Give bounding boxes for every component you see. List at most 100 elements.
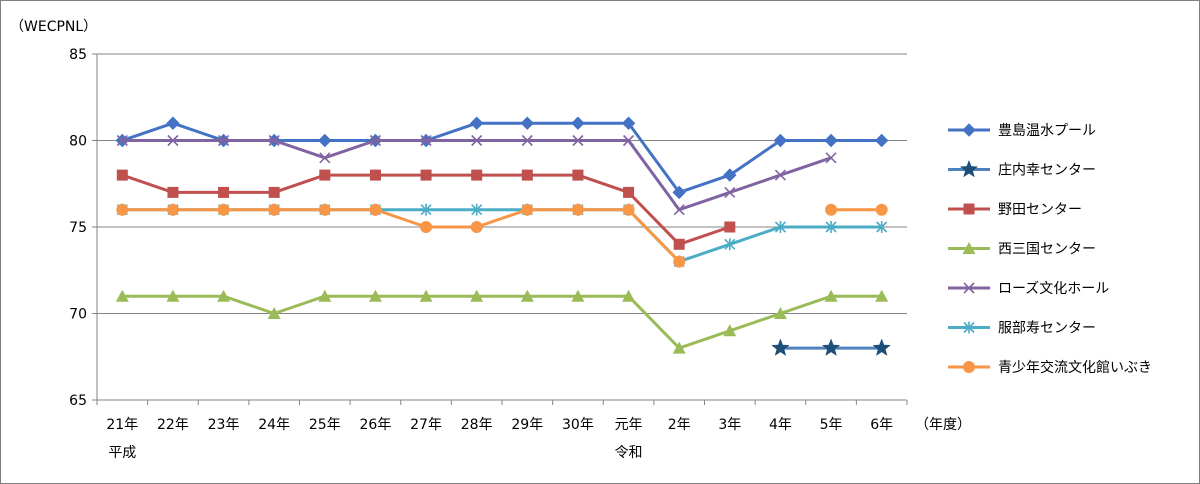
x-tick-label: 3年 <box>718 417 741 433</box>
x-tick-labels: 21年 22年 23年 24年 25年 26年 27年 28年 29年 30年 元年 2年 3年 4年 5年… <box>106 417 893 461</box>
data-point <box>825 221 837 233</box>
y-tick-label: 65 <box>69 393 87 409</box>
legend-item-6: 青少年交流文化館いぶき <box>948 359 1152 376</box>
legend-swatch-marker <box>963 321 975 334</box>
series-3 <box>115 289 889 354</box>
series-1 <box>771 338 891 356</box>
data-point <box>369 169 381 181</box>
data-point <box>673 204 685 216</box>
data-point <box>723 324 737 337</box>
x-tick-label: 22年 <box>157 417 189 433</box>
data-point <box>621 116 636 130</box>
legend-swatch-marker <box>963 203 975 215</box>
y-tick-label: 75 <box>69 220 87 236</box>
data-point <box>318 203 331 216</box>
data-point <box>167 134 179 147</box>
data-point <box>115 289 129 302</box>
data-point <box>369 134 382 147</box>
data-point <box>420 203 432 216</box>
data-point <box>672 341 686 354</box>
data-point <box>116 134 128 147</box>
data-point <box>520 116 535 130</box>
data-point <box>622 203 635 216</box>
data-point <box>318 133 332 148</box>
data-point <box>521 203 534 216</box>
legend-item-0: 豊島温水プール <box>948 123 1096 139</box>
data-point <box>875 203 888 216</box>
data-point <box>167 186 179 198</box>
data-point <box>825 152 837 164</box>
grid-lines <box>97 53 907 314</box>
legend-label: 野田センター <box>998 202 1082 218</box>
legend-swatch-marker <box>963 282 975 294</box>
y-tick-label: 70 <box>69 307 87 323</box>
series-0 <box>115 116 889 200</box>
data-point <box>622 289 636 302</box>
era-label: 令和 <box>615 445 643 461</box>
data-point <box>268 134 280 147</box>
axes <box>92 53 908 405</box>
legend-item-4: ローズ文化ホール <box>948 281 1109 297</box>
data-point <box>821 338 841 356</box>
data-point <box>116 169 128 181</box>
data-point <box>318 289 332 302</box>
x-tick-label: 29年 <box>511 417 543 433</box>
data-point <box>166 289 180 302</box>
x-tick-label: 4年 <box>769 417 792 433</box>
data-point <box>471 134 483 147</box>
data-point <box>623 186 635 198</box>
y-tick-labels: 65 70 75 80 85 <box>69 47 87 409</box>
data-point <box>319 152 331 164</box>
data-point <box>217 203 230 216</box>
x-tick-label: 6年 <box>870 417 893 433</box>
data-point <box>824 289 838 302</box>
data-point <box>217 134 230 147</box>
data-point <box>520 289 534 302</box>
data-point <box>872 338 891 356</box>
data-point <box>471 203 483 216</box>
data-point <box>521 169 533 181</box>
data-point <box>571 116 585 130</box>
data-point <box>166 203 179 216</box>
data-point <box>572 169 584 181</box>
x-tick-label: 元年 <box>615 417 643 433</box>
series-6 <box>116 203 888 268</box>
data-point <box>771 338 790 356</box>
data-point <box>875 289 889 302</box>
x-tick-label: 27年 <box>410 417 442 433</box>
legend-label: 庄内幸センター <box>998 162 1096 179</box>
data-point <box>572 134 584 147</box>
legend-swatch-marker <box>962 123 976 137</box>
legend-item-1: 庄内幸センター <box>948 159 1096 179</box>
x-tick-label: 25年 <box>309 417 341 433</box>
data-point <box>217 289 231 302</box>
data-point <box>116 203 129 216</box>
series-4 <box>116 134 837 216</box>
data-point <box>166 116 180 130</box>
x-tick-label: 21年 <box>106 417 138 433</box>
data-point <box>470 221 483 233</box>
data-point <box>218 186 230 198</box>
data-point <box>419 289 433 302</box>
data-point <box>571 289 585 302</box>
series-group <box>115 116 891 356</box>
series-2 <box>116 169 736 250</box>
series-line <box>122 294 882 350</box>
y-axis-label: （WECPNL） <box>10 19 97 35</box>
data-point <box>774 169 787 181</box>
x-tick-label: 28年 <box>461 417 493 433</box>
legend-swatch-marker <box>962 242 976 254</box>
data-point <box>420 169 432 181</box>
legend-item-2: 野田センター <box>948 202 1082 218</box>
data-point <box>724 186 736 198</box>
data-point <box>521 134 533 147</box>
x-tick-label: 2年 <box>668 417 691 433</box>
era-label: 平成 <box>108 445 136 461</box>
data-point <box>622 134 635 147</box>
data-point <box>471 169 483 181</box>
legend-item-3: 西三国センター <box>948 242 1096 258</box>
data-point <box>470 289 484 302</box>
data-point <box>369 203 382 216</box>
y-tick-label: 85 <box>69 47 87 63</box>
